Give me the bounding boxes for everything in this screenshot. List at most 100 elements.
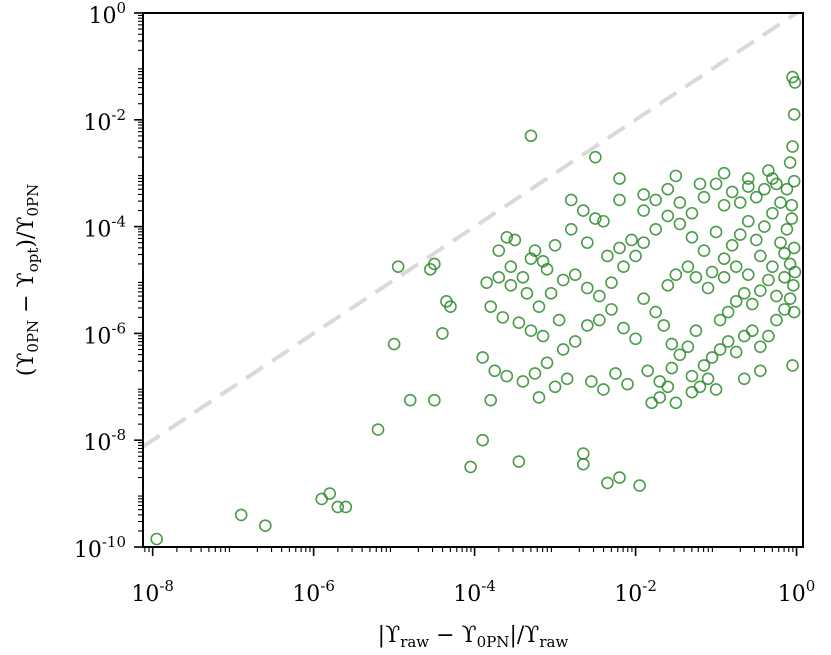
data-point <box>665 361 679 375</box>
data-point <box>705 265 719 279</box>
data-point <box>568 268 582 281</box>
data-point <box>580 281 594 295</box>
data-point <box>787 279 800 292</box>
data-point <box>516 271 530 284</box>
data-point <box>783 156 797 169</box>
data-point <box>613 471 626 484</box>
data-point <box>637 236 650 249</box>
data-point <box>721 305 735 319</box>
data-point <box>428 257 441 271</box>
data-point <box>733 196 747 209</box>
data-point <box>605 276 618 289</box>
data-point <box>729 260 743 273</box>
data-point <box>685 230 699 244</box>
data-point <box>693 380 707 394</box>
data-point <box>673 196 687 209</box>
data-point <box>762 329 775 343</box>
data-point <box>597 383 610 396</box>
data-point <box>754 340 767 354</box>
data-point <box>697 359 711 372</box>
data-point <box>725 185 739 199</box>
data-point <box>613 241 626 255</box>
data-point <box>754 364 767 378</box>
data-point <box>653 375 667 388</box>
data-point <box>741 214 755 228</box>
data-point <box>637 188 650 201</box>
data-point <box>788 265 802 279</box>
data-point <box>770 289 783 303</box>
data-point <box>589 212 602 225</box>
data-point <box>649 193 663 207</box>
data-point <box>532 300 546 314</box>
data-point <box>323 487 337 500</box>
data-point <box>785 212 799 225</box>
data-point <box>774 236 787 249</box>
scatter-points <box>150 70 802 546</box>
data-point <box>601 249 614 263</box>
data-point <box>770 313 783 327</box>
data-point <box>629 249 642 263</box>
data-point <box>778 271 791 284</box>
data-point <box>403 393 417 407</box>
data-point <box>613 172 626 185</box>
data-point <box>653 391 667 404</box>
data-point <box>649 222 663 236</box>
data-point <box>741 172 755 185</box>
data-point <box>436 327 449 340</box>
data-point <box>150 532 163 546</box>
data-point <box>778 247 791 260</box>
y-axis-label: (ϒ0PN − ϒopt)/ϒ0PN <box>14 184 42 377</box>
data-point <box>774 196 787 209</box>
data-point <box>637 292 650 305</box>
data-point <box>234 508 248 522</box>
data-point <box>484 393 498 407</box>
data-point <box>787 174 801 188</box>
data-point <box>633 479 646 492</box>
data-point <box>717 271 731 284</box>
data-point <box>787 241 801 255</box>
data-point <box>701 372 715 386</box>
data-point <box>754 249 767 263</box>
data-point <box>697 190 711 204</box>
data-point <box>504 279 518 292</box>
data-point <box>745 324 759 338</box>
data-point <box>617 260 630 273</box>
data-point <box>508 233 522 247</box>
data-point <box>741 268 755 281</box>
data-point <box>780 222 794 236</box>
data-point <box>649 305 663 319</box>
y-tick-label: 10-2 <box>83 106 126 136</box>
data-point <box>733 228 747 241</box>
data-point <box>315 492 328 506</box>
data-point <box>528 367 542 380</box>
data-point <box>576 204 590 217</box>
data-point <box>609 367 622 380</box>
x-axis: 10-8 10-6 10-4 10-2 100 <box>131 547 815 607</box>
data-point <box>500 369 514 383</box>
data-point <box>750 233 763 247</box>
data-point <box>788 76 802 89</box>
data-point <box>725 238 739 252</box>
data-point <box>601 476 614 490</box>
data-point <box>544 287 558 300</box>
y-tick-label: 100 <box>88 0 126 29</box>
data-point <box>705 351 719 364</box>
data-point <box>737 372 751 386</box>
data-point <box>709 177 723 191</box>
data-point <box>480 276 493 289</box>
data-point <box>585 375 598 388</box>
data-point <box>785 198 799 212</box>
data-point <box>637 204 650 217</box>
data-point <box>681 340 695 354</box>
data-point <box>766 206 779 220</box>
data-point <box>576 457 590 471</box>
data-point <box>552 313 566 327</box>
data-point <box>786 140 799 153</box>
data-point <box>536 329 550 343</box>
data-point <box>428 393 441 407</box>
data-point <box>331 500 345 514</box>
data-point <box>476 351 489 364</box>
data-point <box>717 166 731 180</box>
data-point <box>713 313 727 327</box>
